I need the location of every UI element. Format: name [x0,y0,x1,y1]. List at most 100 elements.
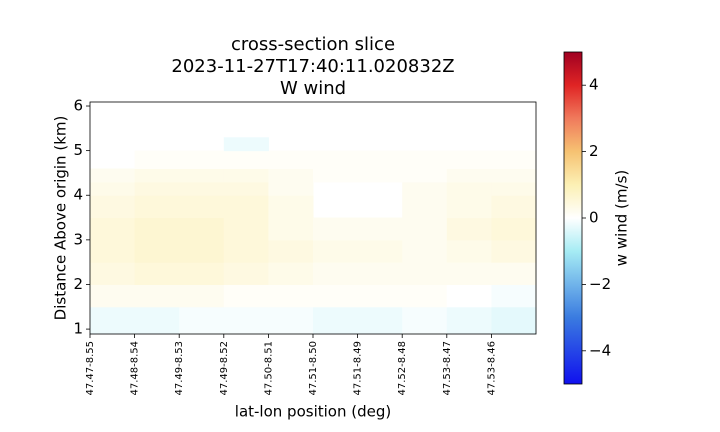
x-tick-label: 47.49-8.53 [174,341,185,396]
heatmap-cell [134,262,180,285]
y-tick-label: 4 [73,186,83,204]
y-tick-label: 5 [73,141,83,159]
heatmap-cell [134,168,180,183]
heatmap-cell [357,284,403,308]
heatmap-cell [446,168,492,183]
heatmap-cell [223,150,269,169]
heatmap-cell [90,168,136,183]
heatmap-cell [268,150,314,169]
heatmap-cell [357,150,403,169]
heatmap-cell [446,306,492,335]
heatmap-cell [491,284,537,308]
heatmap-cell [357,217,403,241]
heatmap-cell [223,195,269,219]
x-tick-label: 47.49-8.52 [219,341,230,396]
x-tick-label: 47.51-8.49 [353,341,364,396]
heatmap-cell [446,239,492,263]
heatmap-cell [223,137,269,152]
heatmap-cell [313,150,359,169]
heatmap-cell [223,284,269,308]
heatmap-cell [223,217,269,241]
colorbar-tick-label: 4 [589,76,599,94]
heatmap-cell [402,150,448,169]
heatmap-cell [446,195,492,219]
heatmap-cell [223,306,269,335]
heatmap-cell [134,195,180,219]
heatmap-cell [90,195,136,219]
y-tick-label: 6 [73,97,83,115]
colorbar-tick-label: 0 [589,209,599,227]
heatmap-cell [179,262,225,285]
heatmap-cell [491,168,537,183]
y-tick-label: 2 [73,275,83,293]
x-tick-label: 47.51-8.50 [308,341,319,396]
heatmap-cell [357,262,403,285]
heatmap-cell [90,181,136,196]
heatmap-cell [90,262,136,285]
heatmap-cell [134,181,180,196]
y-tick-label: 3 [73,230,83,248]
heatmap-cell [179,150,225,169]
heatmap-cell [223,239,269,263]
heatmap-cell [313,168,359,183]
heatmap-cell [90,217,136,241]
chart-subtitle: 2023-11-27T17:40:11.020832Z [171,56,454,77]
heatmap-cell [491,217,537,241]
chart-title: cross-section slice [231,34,395,55]
heatmap-cell [134,217,180,241]
heatmap-cell [357,239,403,263]
heatmap-cell [268,239,314,263]
x-tick-label: 47.53-8.47 [442,341,453,396]
colorbar-label: w wind (m/s) [613,170,631,266]
heatmap-cell [402,168,448,183]
heatmap-cell [357,168,403,183]
x-tick-label: 47.53-8.46 [486,341,497,396]
heatmap-cell [268,217,314,241]
heatmap-cell [491,195,537,219]
heatmap-cell [402,195,448,219]
heatmap-cell [402,284,448,308]
heatmap-cell [179,217,225,241]
heatmap-cell [313,217,359,241]
heatmap-cell [134,150,180,169]
heatmap-cell [90,306,136,335]
heatmap-cell [179,284,225,308]
x-tick-label: 47.48-8.54 [130,341,141,396]
heatmap-cell [134,306,180,335]
heatmap-cell [313,284,359,308]
heatmap-cell [446,217,492,241]
heatmap-cell [223,181,269,196]
heatmap-cell [268,306,314,335]
heatmap-cell [134,284,180,308]
heatmap-cell [268,181,314,196]
heatmap-cell [402,181,448,196]
heatmap-cell [223,168,269,183]
x-tick-label: 47.47-8.55 [85,341,96,396]
heatmap-cell [268,168,314,183]
heatmap-cell [446,262,492,285]
heatmap-cell [402,239,448,263]
heatmap-cell [357,306,403,335]
heatmap-cell [268,262,314,285]
heatmap-cell [90,239,136,263]
heatmap-cell [268,284,314,308]
colorbar-tick-label: 2 [589,142,599,160]
x-tick-label: 47.50-8.51 [263,341,274,396]
colorbar [563,51,583,385]
heatmap-cell [491,181,537,196]
heatmap-cell [446,150,492,169]
heatmap-cell [268,195,314,219]
heatmap-cell [179,195,225,219]
chart-subtitle: W wind [280,78,346,99]
heatmap-cell [223,262,269,285]
x-tick-label: 47.52-8.48 [397,341,408,396]
heatmap-cell [313,239,359,263]
heatmap-cell [179,239,225,263]
heatmap-cell [446,284,492,308]
heatmap-cell [491,239,537,263]
colorbar-tick-label: −2 [589,275,611,293]
heatmap-cell [134,239,180,263]
heatmap-cell [90,284,136,308]
colorbar-tick-label: −4 [589,341,611,359]
heatmap-cell [179,168,225,183]
